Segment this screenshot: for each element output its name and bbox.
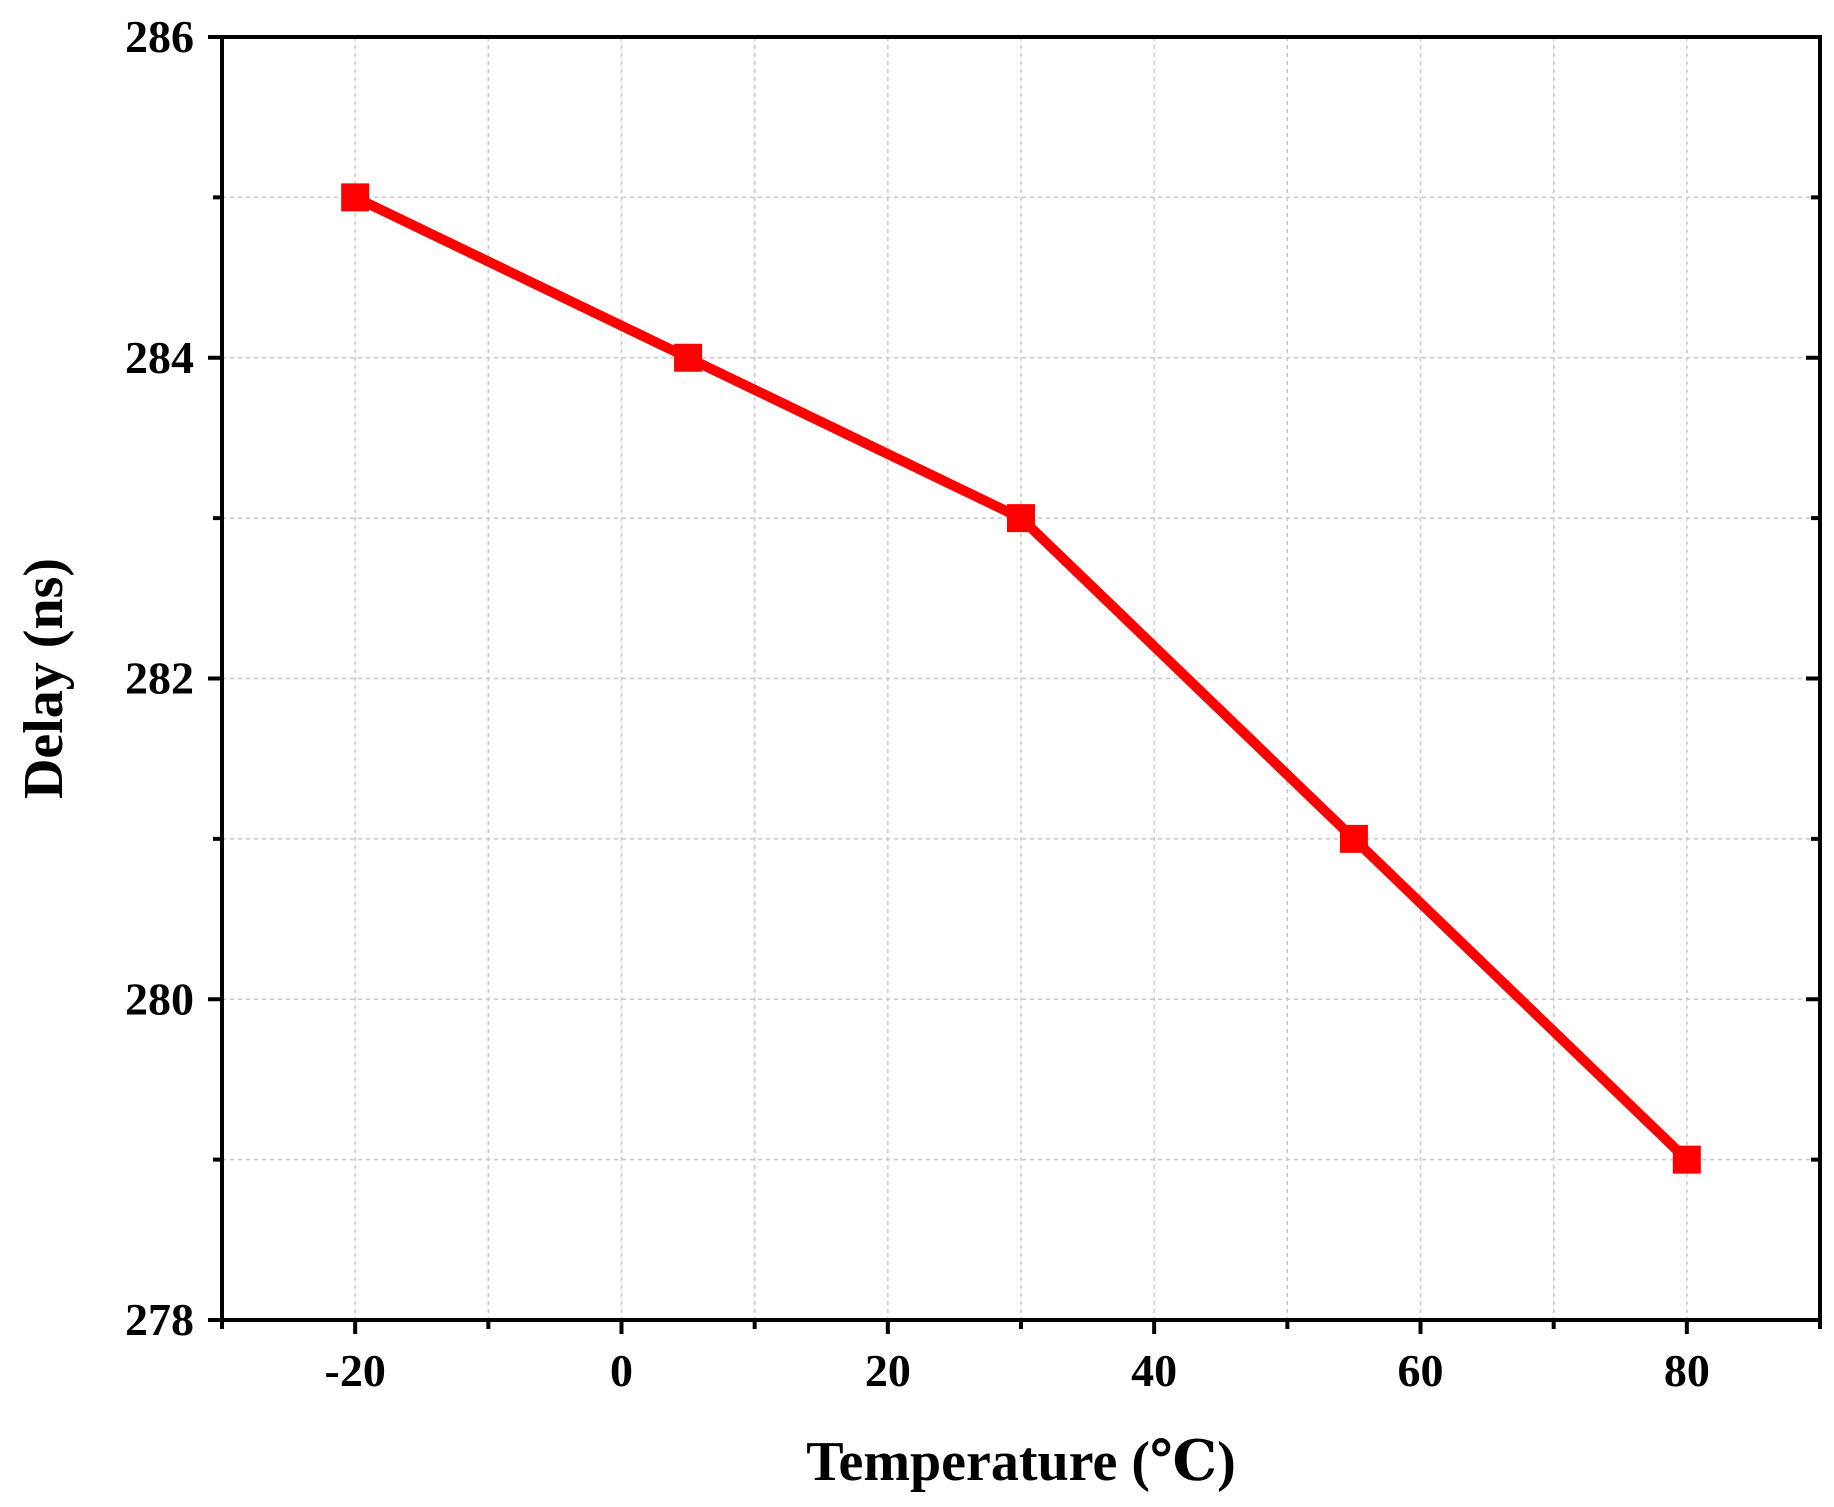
y-tick-label: 280 [125,973,194,1024]
y-tick-label: 286 [125,11,194,62]
x-tick-label: 20 [865,1345,911,1396]
x-tick-label: -20 [325,1345,386,1396]
y-axis-title: Delay (ns) [13,558,75,799]
data-point-marker [341,183,370,212]
x-tick-label: 0 [610,1345,633,1396]
tick-labels: -20 0 20 40 60 80 278 280 282 284 286 [125,11,1710,1396]
x-tick-label: 80 [1664,1345,1710,1396]
data-point-marker [1007,504,1035,533]
y-tick-label: 278 [125,1294,194,1345]
x-tick-label: 40 [1131,1345,1177,1396]
series-layer [341,183,1701,1174]
axis-ticks [208,35,1822,1334]
y-tick-label: 284 [125,332,194,383]
x-axis-title: Temperature (℃) [806,1431,1235,1493]
data-point-marker [1672,1145,1701,1174]
grid [222,37,1820,1320]
y-tick-label: 282 [125,653,194,704]
data-point-marker [674,343,703,372]
data-point-marker [1339,824,1368,853]
x-tick-label: 60 [1398,1345,1444,1396]
